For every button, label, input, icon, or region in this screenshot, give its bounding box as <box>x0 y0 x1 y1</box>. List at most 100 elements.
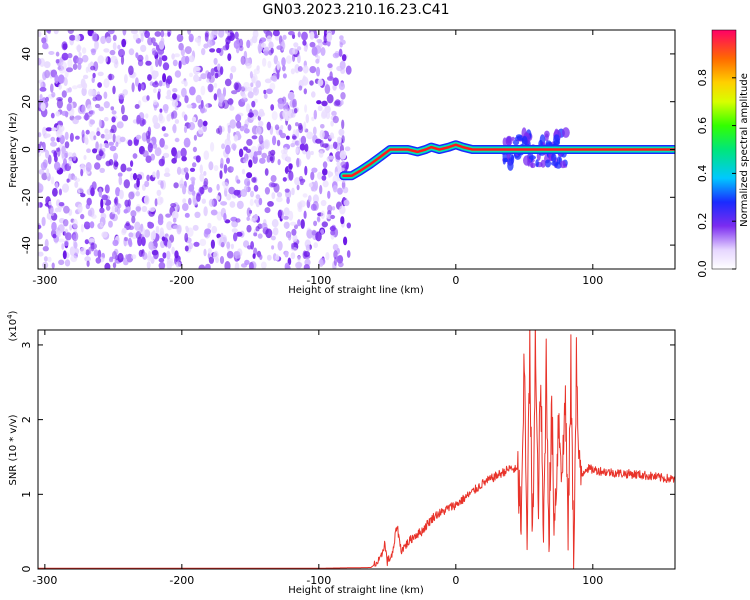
noise-speckle <box>201 48 206 56</box>
noise-speckle <box>266 254 272 261</box>
noise-speckle <box>167 239 172 249</box>
noise-speckle <box>160 37 165 45</box>
noise-speckle <box>121 38 127 48</box>
noise-speckle <box>303 264 310 269</box>
noise-speckle <box>105 160 111 167</box>
noise-speckle <box>199 164 203 174</box>
noise-speckle <box>166 114 171 122</box>
noise-speckle <box>283 215 289 220</box>
noise-speckle <box>112 262 117 269</box>
noise-speckle <box>240 55 246 65</box>
colorbar-label: Normalized spectral amplitude <box>739 73 750 227</box>
noise-speckle <box>243 128 250 134</box>
noise-speckle <box>322 180 329 188</box>
noise-speckle <box>249 38 253 46</box>
noise-speckle <box>45 149 50 159</box>
bottom-x-axis: -300 -200 -100 0 100 <box>32 330 603 587</box>
noise-speckle <box>288 31 295 36</box>
noise-speckle <box>84 256 91 262</box>
noise-speckle <box>43 256 48 262</box>
noise-speckle <box>179 183 184 189</box>
noise-speckle <box>174 53 180 58</box>
noise-speckle <box>58 238 65 243</box>
noise-speckle <box>76 44 81 53</box>
noise-speckle <box>42 71 47 81</box>
noise-speckle <box>208 161 214 171</box>
noise-speckle <box>249 71 253 79</box>
noise-speckle <box>271 192 276 200</box>
noise-speckle <box>189 72 193 78</box>
noise-speckle <box>295 147 299 154</box>
top-x-tick-label: -200 <box>169 274 194 287</box>
noise-speckle <box>78 52 82 57</box>
noise-speckle <box>185 225 189 231</box>
noise-speckle <box>111 110 117 115</box>
noise-speckle <box>118 175 123 186</box>
burst-speckle <box>502 159 506 165</box>
noise-speckle <box>200 73 207 80</box>
noise-speckle <box>109 49 116 56</box>
noise-speckle <box>61 90 67 98</box>
noise-speckle <box>309 66 317 74</box>
noise-speckle <box>184 245 189 252</box>
noise-speckle <box>188 33 194 43</box>
noise-speckle <box>235 114 242 122</box>
noise-speckle <box>320 47 326 56</box>
noise-speckle <box>56 97 63 102</box>
noise-speckle <box>266 121 271 131</box>
noise-speckle <box>342 186 349 194</box>
colorbar-gradient <box>711 29 737 270</box>
noise-speckle <box>284 188 290 193</box>
noise-speckle <box>283 221 290 229</box>
noise-speckle <box>315 138 322 144</box>
noise-speckle <box>302 39 307 46</box>
noise-speckle <box>137 59 144 67</box>
noise-speckle <box>287 124 292 131</box>
noise-speckle <box>188 184 195 192</box>
noise-speckle <box>244 178 251 187</box>
noise-speckle <box>311 184 318 192</box>
noise-speckle <box>147 142 153 153</box>
noise-speckle <box>166 221 173 231</box>
noise-speckle <box>158 115 165 124</box>
noise-speckle <box>57 230 62 238</box>
noise-speckle <box>184 212 190 218</box>
noise-speckle <box>245 148 251 153</box>
noise-speckle <box>164 167 170 174</box>
noise-speckle <box>216 47 222 54</box>
noise-speckle <box>267 201 274 207</box>
noise-speckle <box>128 65 134 76</box>
noise-speckle <box>238 148 244 158</box>
noise-speckle <box>181 156 187 162</box>
noise-speckle <box>324 84 331 95</box>
noise-speckle <box>296 157 300 168</box>
bottom-scale-label: (x104) <box>6 310 19 341</box>
noise-speckle <box>85 162 92 172</box>
noise-speckle <box>287 91 295 101</box>
noise-speckle <box>100 212 107 220</box>
noise-speckle <box>43 61 51 69</box>
noise-speckle <box>38 57 42 66</box>
noise-speckle <box>276 45 283 50</box>
noise-speckle <box>154 31 162 37</box>
noise-speckle <box>330 229 336 236</box>
noise-speckle <box>68 158 73 167</box>
noise-speckle <box>223 181 229 191</box>
noise-speckle <box>104 128 109 134</box>
noise-speckle <box>242 93 247 99</box>
noise-speckle <box>100 35 106 45</box>
top-y-tick-label: 40 <box>20 47 33 61</box>
noise-speckle <box>163 133 169 138</box>
noise-speckle <box>309 31 315 40</box>
noise-speckle <box>259 112 263 118</box>
noise-speckle <box>147 250 152 261</box>
noise-speckle <box>201 198 206 204</box>
noise-speckle <box>276 139 281 147</box>
noise-speckle <box>95 94 102 101</box>
noise-speckle <box>132 153 138 159</box>
noise-speckle <box>67 96 73 104</box>
noise-speckle <box>64 240 69 247</box>
noise-speckle <box>138 226 143 234</box>
noise-speckle <box>97 249 102 259</box>
noise-speckle <box>155 225 160 234</box>
